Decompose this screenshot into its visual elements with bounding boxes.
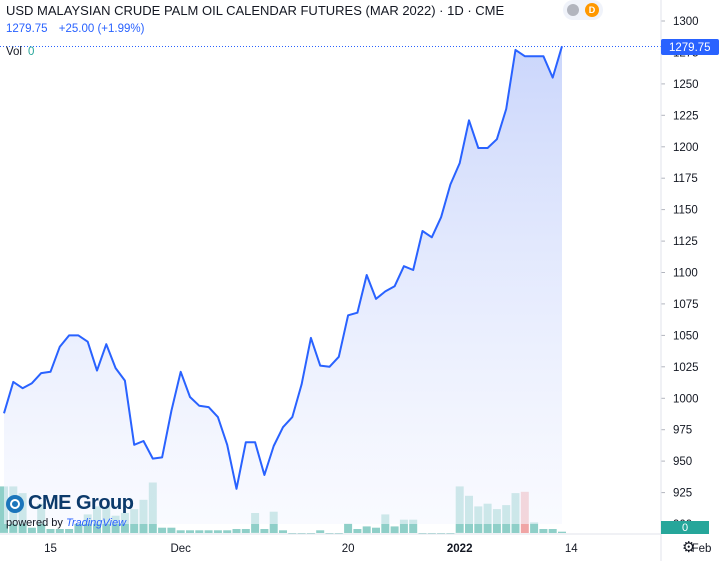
volume-bar [558,531,566,533]
volume-bar [241,529,250,533]
volume-bar [334,533,343,534]
y-tick-label: 1050 [673,330,699,342]
volume-bar [260,529,269,533]
volume-bar [325,533,334,534]
settings-gear-icon[interactable]: ⚙ [682,539,696,556]
volume-bar [437,533,446,534]
powered-by: powered by TradingView [6,517,134,529]
volume-bar [297,533,306,534]
y-axis: 9009259509751000102510501075110011251150… [661,16,699,531]
volume-bar [232,529,241,533]
last-price-label-bg [661,39,719,55]
price-line [3,45,563,490]
tradingview-brand: TradingView [65,517,127,529]
cme-logo-name: CME Group [6,492,134,515]
y-tick-label: 1225 [673,110,699,122]
volume-value: 0 [28,46,35,58]
volume-bar [530,522,539,533]
x-tick-label: 14 [565,543,578,555]
y-tick-label: 1025 [673,362,699,374]
volume-bar [446,533,455,534]
volume-bar [176,530,185,533]
y-tick-label: 1250 [673,79,699,91]
volume-bar [362,526,371,534]
y-tick-label: 1075 [673,299,699,311]
market-status-dot-icon [567,4,579,16]
volume-bar [548,529,557,533]
volume-bar [111,515,120,533]
cme-group-logo[interactable]: CME Group powered by TradingView [6,492,134,529]
x-tick-label: 15 [44,543,57,555]
chart-title: USD MALAYSIAN CRUDE PALM OIL CALENDAR FU… [6,3,505,18]
cme-globe-icon [6,494,24,513]
volume-bar [409,519,418,533]
x-tick-label: Dec [170,543,191,555]
x-axis: 15Dec20202214Feb14 [44,543,712,555]
volume-bar [279,530,287,533]
volume-label: Vol [6,46,22,58]
volume-bar [158,527,167,533]
volume-bar [167,527,176,533]
y-tick-label: 1100 [673,268,698,280]
y-tick-label: 1175 [673,173,698,185]
price-readout: 1279.75 +25.00 (+1.99%) [6,23,144,35]
volume-bar [539,529,548,533]
volume-bar [65,529,74,533]
x-tick-label: 2022 [447,543,473,555]
volume-bar [213,530,222,533]
last-price-label-text: 1279.75 [669,42,711,54]
volume-bar [353,529,362,533]
y-tick-label: 1125 [673,236,698,248]
volume-bar [27,527,36,533]
chart-status-badges[interactable]: D [563,0,603,20]
volume-bar [306,533,315,534]
y-tick-label: 1150 [673,205,698,217]
volume-bar [55,529,64,533]
y-tick-label: 1000 [673,393,699,405]
price-area [4,46,562,524]
y-tick-label: 1200 [673,142,699,154]
volume-bar [223,530,232,533]
x-tick-label: Feb [692,543,712,555]
x-tick-label: 20 [342,543,355,555]
y-tick-label: 925 [673,488,692,500]
y-tick-label: 975 [673,425,692,437]
volume-bar [372,527,380,533]
volume-bar [316,530,325,533]
volume-bar [418,533,427,534]
delayed-badge: D [585,3,599,17]
volume-bar [344,523,353,533]
volume-axis-label: 0 [661,521,709,534]
last-price-label: 1279.75 [661,39,719,55]
volume-bar [390,526,399,534]
volume-bar [288,533,297,534]
volume-bar [399,519,408,533]
volume-bar [46,529,55,533]
powered-by-prefix: powered by [6,517,63,529]
volume-bar [204,530,213,533]
volume-bar [74,523,83,533]
volume-axis-label-bg [661,521,709,534]
volume-legend: Vol 0 [6,46,34,58]
volume-bar [427,533,436,534]
cme-logo-text: CME Group [28,492,134,514]
volume-bar [195,530,204,533]
y-tick-label: 950 [673,456,692,468]
last-price: 1279.75 [6,23,48,35]
price-change: +25.00 (+1.99%) [58,23,145,35]
volume-axis-label-text: 0 [682,522,688,534]
volume-bar [186,530,194,533]
y-tick-label: 1300 [673,16,699,28]
